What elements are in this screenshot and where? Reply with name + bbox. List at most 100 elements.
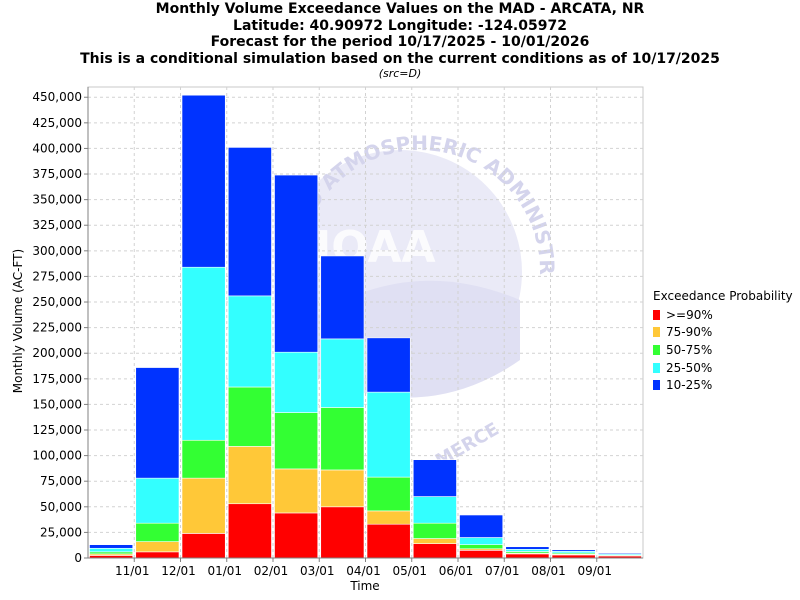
bar-segment-50-75 xyxy=(227,386,272,447)
bar-segment-50-75 xyxy=(181,439,226,479)
bar-segment-90 xyxy=(135,551,180,559)
bars xyxy=(89,94,642,559)
bar-segment-75-90 xyxy=(274,468,319,514)
y-tick-label: 200,000 xyxy=(32,346,82,360)
bar-segment-25-50 xyxy=(412,496,457,524)
bar-segment-90 xyxy=(505,553,550,559)
legend-item: 25-50% xyxy=(653,359,793,377)
bar-segment-50-75 xyxy=(320,407,365,471)
bar-segment-10-25 xyxy=(227,147,272,297)
y-tick-label: 400,000 xyxy=(32,141,82,155)
bar-segment-90 xyxy=(181,533,226,559)
legend: Exceedance Probability >=90% 75-90% 50-75%… xyxy=(653,289,793,394)
y-tick-label: 50,000 xyxy=(40,500,82,514)
bar-segment-10-25 xyxy=(320,255,365,340)
x-tick-label: 08/01 xyxy=(531,564,566,578)
bar-segment-90 xyxy=(459,550,504,559)
y-tick-label: 350,000 xyxy=(32,193,82,207)
bar-segment-10-25 xyxy=(366,337,411,393)
y-tick-label: 300,000 xyxy=(32,244,82,258)
legend-items: >=90% 75-90% 50-75% 25-50% 10-25% xyxy=(653,306,793,394)
legend-title: Exceedance Probability xyxy=(653,289,793,303)
y-tick-label: 125,000 xyxy=(32,423,82,437)
bar-segment-10-25 xyxy=(274,174,319,353)
y-tick-label: 150,000 xyxy=(32,397,82,411)
y-tick-label: 175,000 xyxy=(32,372,82,386)
bar-segment-75-90 xyxy=(366,510,411,525)
bar-segment-10-25 xyxy=(459,514,504,538)
x-tick-label: 06/01 xyxy=(439,564,474,578)
x-tick-label: 12/01 xyxy=(161,564,196,578)
bar-segment-50-75 xyxy=(274,412,319,470)
bar-segment-50-75 xyxy=(89,551,134,555)
legend-label: 75-90% xyxy=(666,325,713,340)
bar-segment-10-25 xyxy=(412,459,457,497)
legend-swatch xyxy=(653,380,660,391)
legend-swatch xyxy=(653,362,660,373)
legend-item: >=90% xyxy=(653,306,793,324)
y-tick-label: 425,000 xyxy=(32,116,82,130)
x-axis-label: Time xyxy=(349,579,379,593)
chart-title-line-1: Monthly Volume Exceedance Values on the … xyxy=(155,1,645,17)
y-tick-label: 0 xyxy=(74,551,82,565)
y-tick-label: 225,000 xyxy=(32,321,82,335)
chart-titles: Monthly Volume Exceedance Values on the … xyxy=(0,1,800,81)
y-axis-label: Monthly Volume (AC-FT) xyxy=(11,249,25,393)
legend-label: 50-75% xyxy=(666,342,713,357)
bar-segment-75-90 xyxy=(320,469,365,508)
bar-segment-10-25 xyxy=(551,549,596,552)
bar-segment-25-50 xyxy=(227,295,272,388)
bar-segment-10-25 xyxy=(135,367,180,479)
bar-segment-50-75 xyxy=(135,522,180,542)
bar-segment-25-50 xyxy=(89,547,134,553)
bar-segment-50-75 xyxy=(459,544,504,550)
legend-item: 10-25% xyxy=(653,376,793,394)
x-tick-label: 03/01 xyxy=(300,564,335,578)
bar-segment-90 xyxy=(274,512,319,559)
legend-swatch xyxy=(653,309,660,320)
bar-segment-25-50 xyxy=(320,338,365,408)
bar-segment-90 xyxy=(227,503,272,559)
legend-swatch xyxy=(653,344,660,355)
legend-label: >=90% xyxy=(666,307,713,322)
x-tick-label: 09/01 xyxy=(577,564,612,578)
bar-segment-25-50 xyxy=(135,477,180,524)
bar-segment-25-50 xyxy=(366,391,411,478)
legend-item: 75-90% xyxy=(653,324,793,342)
bar-segment-25-50 xyxy=(459,537,504,545)
bar-segment-10-25 xyxy=(597,552,642,554)
bar-segment-50-75 xyxy=(366,476,411,512)
x-tick-label: 05/01 xyxy=(392,564,427,578)
x-tick-label: 01/01 xyxy=(207,564,242,578)
x-tick-label: 07/01 xyxy=(485,564,520,578)
chart-title-line-4: This is a conditional simulation based o… xyxy=(80,50,720,67)
y-tick-label: 75,000 xyxy=(40,474,82,488)
bar-segment-90 xyxy=(412,543,457,559)
y-tick-label: 25,000 xyxy=(40,525,82,539)
x-tick-label: 11/01 xyxy=(115,564,150,578)
bar-segment-10-25 xyxy=(505,546,550,550)
legend-item: 50-75% xyxy=(653,341,793,359)
bar-segment-90 xyxy=(320,506,365,559)
bar-segment-75-90 xyxy=(227,446,272,505)
chart-subtitle: (src=D) xyxy=(378,67,422,80)
bar-segment-90 xyxy=(366,523,411,559)
chart-title-line-2: Latitude: 40.90972 Longitude: -124.05972 xyxy=(233,17,567,34)
bar-segment-75-90 xyxy=(412,538,457,544)
bar-segment-25-50 xyxy=(181,266,226,441)
y-tick-label: 250,000 xyxy=(32,295,82,309)
y-tick-label: 325,000 xyxy=(32,218,82,232)
legend-label: 25-50% xyxy=(666,360,713,375)
bar-segment-50-75 xyxy=(412,522,457,539)
y-tick-label: 450,000 xyxy=(32,90,82,104)
legend-swatch xyxy=(653,327,660,338)
y-tick-label: 375,000 xyxy=(32,167,82,181)
legend-label: 10-25% xyxy=(666,378,713,393)
x-tick-label: 02/01 xyxy=(254,564,289,578)
bar-segment-25-50 xyxy=(274,351,319,413)
axes: 0 25,000 50,000 75,000 100,000 125,000 150,000… xyxy=(32,87,643,578)
y-tick-label: 275,000 xyxy=(32,269,82,283)
bar-segment-75-90 xyxy=(135,541,180,553)
y-tick-label: 100,000 xyxy=(32,449,82,463)
